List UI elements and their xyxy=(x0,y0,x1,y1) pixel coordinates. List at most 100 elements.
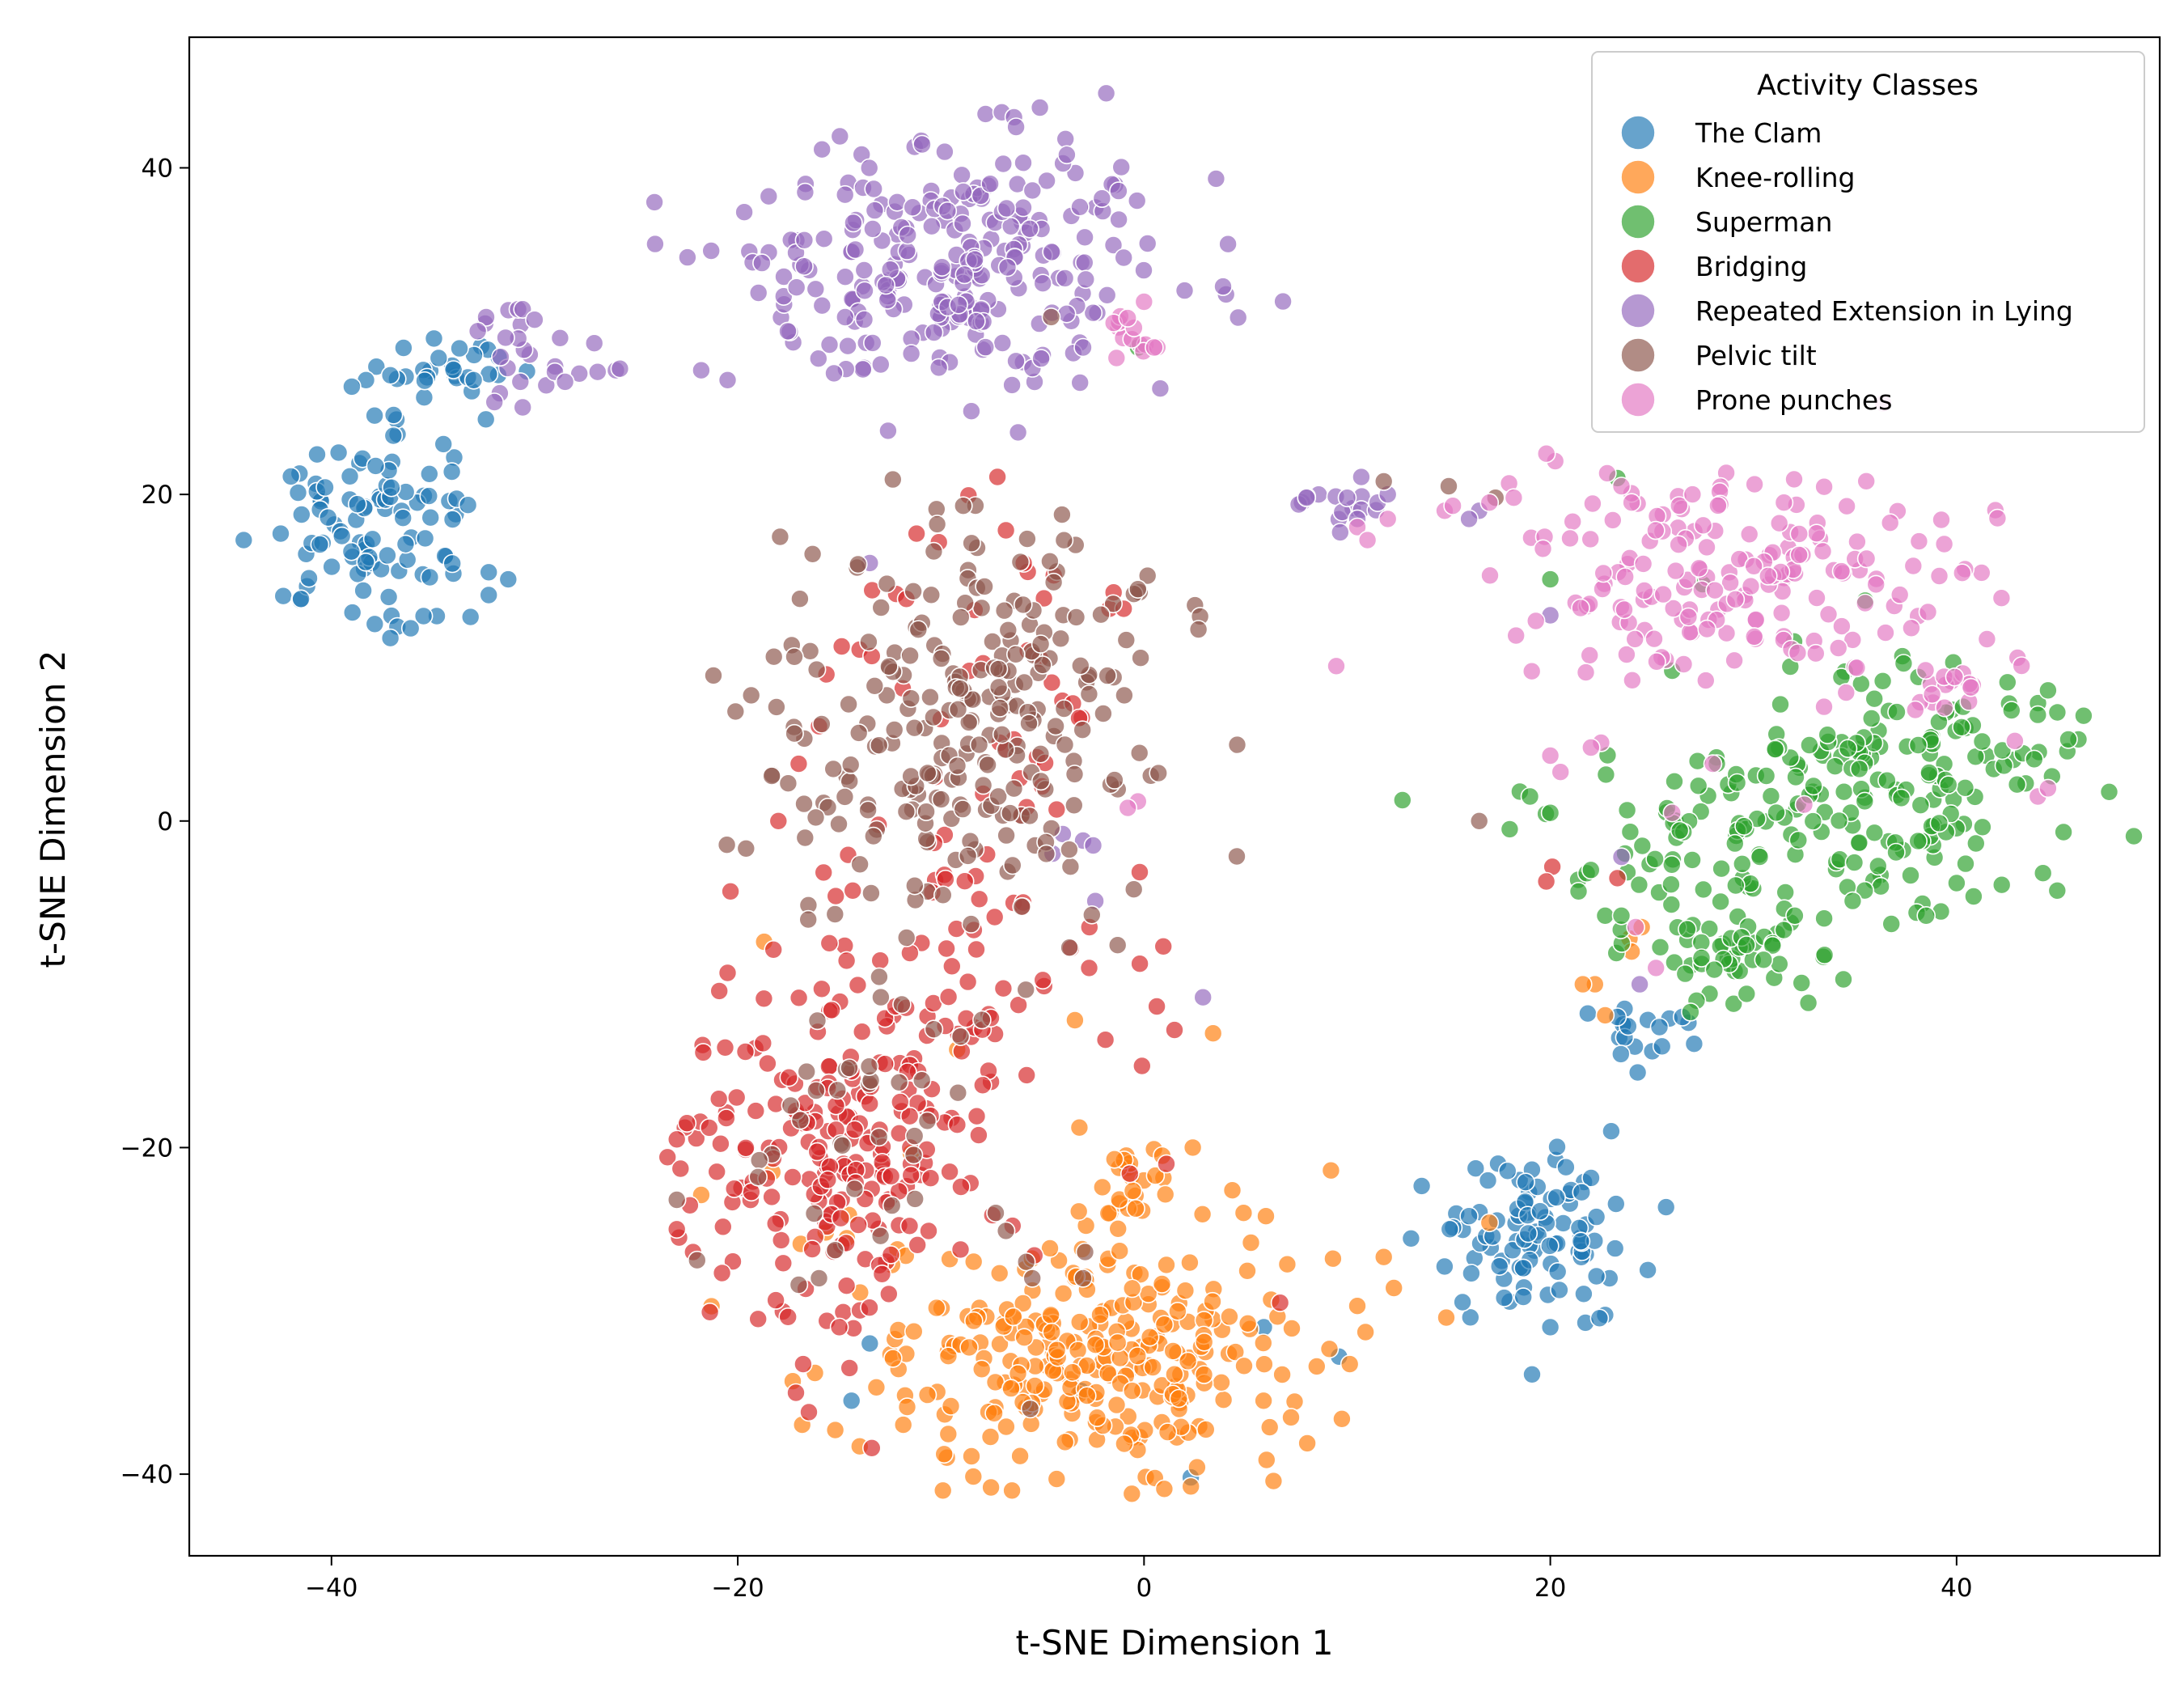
scatter-point xyxy=(947,756,967,776)
scatter-point xyxy=(717,835,737,854)
scatter-point xyxy=(450,338,469,358)
scatter-point xyxy=(938,1424,959,1444)
scatter-point xyxy=(818,1170,838,1190)
scatter-point xyxy=(1615,600,1634,620)
scatter-point xyxy=(1645,850,1665,869)
scatter-point xyxy=(754,989,774,1009)
scatter-point xyxy=(1439,477,1458,496)
scatter-point xyxy=(1129,743,1149,763)
scatter-point xyxy=(980,1427,1001,1447)
scatter-point xyxy=(790,589,810,609)
scatter-point xyxy=(1771,603,1792,623)
scatter-point xyxy=(415,528,435,549)
series-2 xyxy=(1128,337,2144,1022)
scatter-point xyxy=(1348,517,1367,537)
scatter-point xyxy=(918,763,938,783)
scatter-point xyxy=(897,241,917,261)
series-4 xyxy=(468,83,1649,1007)
scatter-point xyxy=(893,1415,913,1434)
scatter-point xyxy=(1638,1260,1657,1280)
scatter-point xyxy=(1257,1450,1276,1470)
scatter-point xyxy=(969,1125,988,1145)
legend-label: Bridging xyxy=(1695,251,1807,282)
scatter-point xyxy=(1155,1184,1175,1205)
scatter-point xyxy=(814,862,834,883)
scatter-point xyxy=(954,182,973,201)
scatter-point xyxy=(783,1167,802,1187)
scatter-point xyxy=(1536,871,1556,892)
scatter-point xyxy=(393,508,413,528)
scatter-point xyxy=(1054,530,1074,550)
scatter-point xyxy=(1617,645,1636,664)
scatter-point xyxy=(973,1075,993,1095)
scatter-point xyxy=(1069,1117,1090,1138)
scatter-point xyxy=(2047,702,2068,722)
scatter-point xyxy=(1373,1247,1394,1267)
scatter-point xyxy=(762,1187,781,1207)
scatter-point xyxy=(883,1349,903,1368)
legend-label: Superman xyxy=(1695,206,1832,238)
scatter-point xyxy=(645,234,665,254)
scatter-point xyxy=(904,1145,924,1165)
scatter-point xyxy=(1277,1254,1297,1274)
scatter-point xyxy=(1987,508,2008,528)
series-6 xyxy=(1103,292,2058,978)
scatter-point xyxy=(935,142,954,162)
scatter-point xyxy=(1611,477,1632,496)
scatter-point xyxy=(759,186,779,206)
scatter-point xyxy=(1894,654,1914,673)
scatter-point xyxy=(1480,566,1500,586)
scatter-point xyxy=(806,1081,826,1100)
scatter-point xyxy=(1116,630,1136,650)
scatter-point xyxy=(905,1189,925,1209)
scatter-point xyxy=(1611,1044,1631,1064)
scatter-point xyxy=(1661,895,1682,914)
scatter-point xyxy=(865,676,885,696)
scatter-point xyxy=(1255,1354,1274,1374)
scatter-point xyxy=(1849,833,1869,853)
scatter-point xyxy=(984,907,1005,927)
scatter-point xyxy=(2002,701,2021,720)
y-tick-label: −40 xyxy=(121,1460,173,1489)
scatter-point xyxy=(1157,1154,1176,1174)
scatter-point xyxy=(421,507,441,527)
scatter-point xyxy=(1459,509,1479,529)
scatter-point xyxy=(1697,619,1716,639)
scatter-point xyxy=(746,1101,766,1121)
scatter-point xyxy=(1572,1182,1592,1202)
scatter-point xyxy=(498,570,518,589)
scatter-point xyxy=(1093,1177,1112,1197)
scatter-point xyxy=(1991,875,2012,895)
scatter-point xyxy=(307,444,327,464)
scatter-point xyxy=(1014,153,1033,172)
scatter-point xyxy=(1228,307,1248,328)
scatter-point xyxy=(942,956,962,977)
scatter-point xyxy=(1798,993,1818,1013)
scatter-point xyxy=(1516,1172,1535,1192)
scatter-point xyxy=(1169,1388,1189,1409)
scatter-point xyxy=(1769,513,1789,533)
scatter-point xyxy=(1650,938,1670,957)
scatter-point xyxy=(907,523,926,544)
scatter-point xyxy=(365,614,385,634)
scatter-point xyxy=(858,800,878,820)
scatter-point xyxy=(860,1333,880,1354)
scatter-point xyxy=(380,628,400,648)
scatter-point xyxy=(997,1417,1016,1437)
scatter-point xyxy=(1891,788,1911,808)
scatter-point xyxy=(1571,1231,1591,1251)
scatter-point xyxy=(701,241,722,261)
scatter-point xyxy=(1000,803,1020,823)
scatter-point xyxy=(883,469,903,489)
scatter-point xyxy=(1506,625,1526,646)
scatter-point xyxy=(880,260,900,280)
scatter-point xyxy=(832,1136,853,1155)
scatter-point xyxy=(1547,1262,1568,1282)
scatter-point xyxy=(790,1110,811,1130)
scatter-point xyxy=(1238,1261,1257,1281)
scatter-point xyxy=(460,607,480,627)
scatter-point xyxy=(1903,556,1924,576)
scatter-point xyxy=(667,1190,687,1210)
scatter-point xyxy=(1560,528,1580,549)
scatter-point xyxy=(1234,1356,1254,1376)
